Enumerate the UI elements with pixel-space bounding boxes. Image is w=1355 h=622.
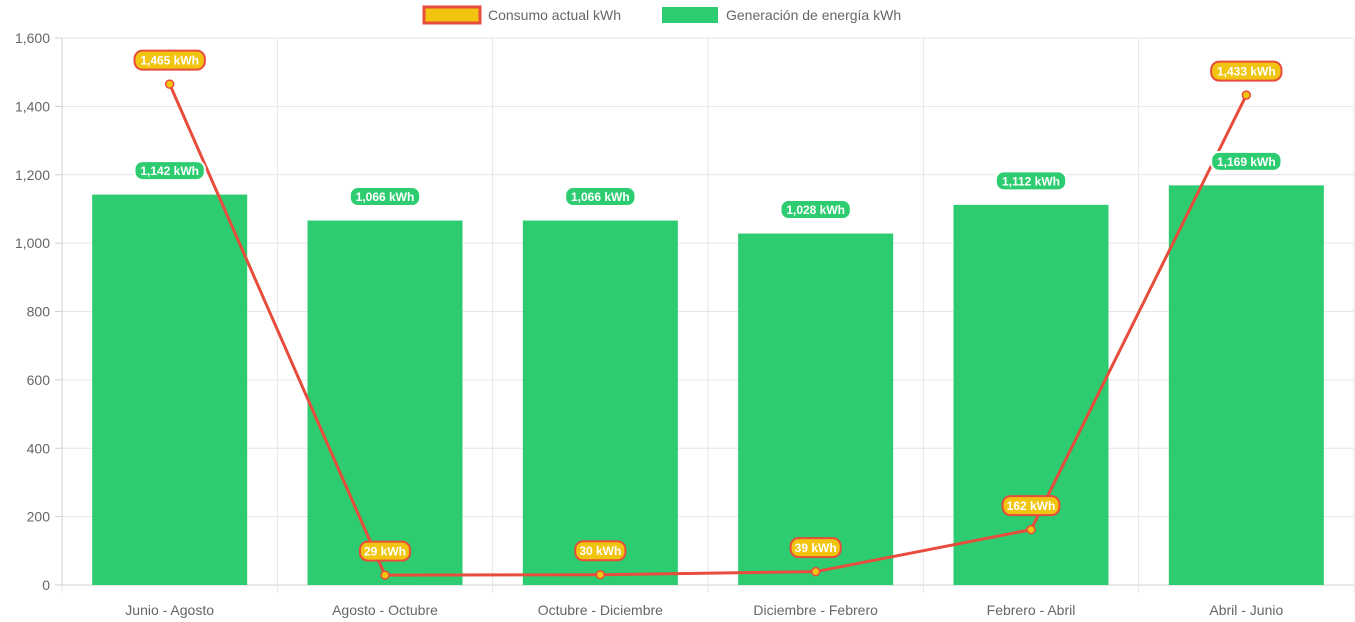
line-data-label-background (1210, 60, 1283, 82)
legend-swatch-generacion[interactable] (662, 7, 718, 23)
line-data-label-text: 39 kWh (795, 541, 837, 555)
line-point[interactable] (380, 570, 390, 580)
bar-data-label: 1,169 kWh (1210, 150, 1283, 172)
line-data-label-text: 1,433 kWh (1217, 65, 1276, 79)
line-data-label-background (133, 49, 206, 71)
grid (61, 37, 1355, 593)
line-data-label: 1,433 kWh (1210, 60, 1283, 82)
line-data-label-background (358, 540, 412, 562)
y-tick-label: 0 (42, 577, 50, 593)
bar-data-label: 1,028 kWh (779, 199, 852, 221)
x-tick-label: Agosto - Octubre (332, 602, 438, 618)
line-point[interactable] (164, 79, 175, 89)
legend[interactable]: Consumo actual kWh Generación de energía … (422, 5, 901, 25)
bar-data-label-text: 1,142 kWh (140, 164, 199, 178)
line-data-label-background (574, 540, 627, 562)
line-data-label-background (1001, 495, 1061, 517)
bar-data-label-background (564, 186, 637, 208)
line-data-label-text: 30 kWh (579, 544, 621, 558)
line-data-label-background (789, 537, 842, 559)
x-tick-label: Octubre - Diciembre (538, 602, 663, 618)
series-line (168, 83, 1248, 577)
line-data-label: 39 kWh (789, 537, 842, 559)
y-tick-label: 200 (27, 509, 51, 525)
y-tick-label: 1,600 (15, 30, 50, 46)
bar[interactable] (953, 204, 1109, 585)
line-data-label: 29 kWh (358, 540, 412, 562)
bar-data-label-text: 1,028 kWh (786, 203, 845, 217)
legend-swatch-consumo[interactable] (422, 5, 482, 25)
y-tick-label: 1,000 (15, 235, 50, 251)
bar[interactable] (1168, 185, 1324, 585)
legend-label-consumo[interactable]: Consumo actual kWh (488, 7, 621, 23)
x-tick-label: Abril - Junio (1209, 602, 1283, 618)
bar-data-label-background (994, 170, 1068, 192)
y-tick-label: 1,200 (15, 167, 50, 183)
line-data-label: 1,465 kWh (133, 49, 206, 71)
y-tick-label: 600 (27, 372, 51, 388)
data-labels: 1,142 kWh 1,066 kWh 1,066 kWh 1,028 kWh 1,11… (133, 49, 1283, 562)
line-series-consumo (164, 79, 1252, 580)
line-data-label-text: 1,465 kWh (140, 54, 199, 68)
line-point[interactable] (595, 569, 606, 580)
bar-data-label-text: 1,066 kWh (356, 190, 415, 204)
line-point[interactable] (1241, 90, 1252, 100)
bar-data-label-text: 1,169 kWh (1217, 155, 1276, 169)
bar[interactable] (522, 220, 678, 585)
bar-series-generacion (92, 185, 1324, 586)
bar-data-label-text: 1,066 kWh (571, 190, 630, 204)
bar-data-label-background (1210, 150, 1283, 172)
line-data-label-text: 29 kWh (364, 545, 406, 559)
bar[interactable] (307, 220, 463, 585)
legend-label-generacion[interactable]: Generación de energía kWh (726, 7, 901, 23)
bar-data-label: 1,112 kWh (994, 170, 1068, 192)
y-tick-label: 1,400 (15, 98, 50, 114)
line-data-label: 30 kWh (574, 540, 627, 562)
line-point[interactable] (1026, 524, 1036, 535)
bar[interactable] (738, 233, 894, 586)
y-tick-label: 400 (27, 440, 51, 456)
y-tick-label: 800 (27, 304, 51, 320)
line-point[interactable] (810, 566, 821, 577)
x-tick-label: Febrero - Abril (987, 602, 1076, 618)
x-tick-label: Diciembre - Febrero (753, 602, 878, 618)
bar[interactable] (92, 194, 248, 586)
x-tick-label: Junio - Agosto (125, 602, 214, 618)
bar-data-label-background (348, 186, 422, 208)
line-data-label-text: 162 kWh (1007, 499, 1056, 513)
axes: 0 200 400 600 800 1,000 1,200 1,400 1,600 Junio -… (15, 30, 1284, 618)
bar-data-label-background (779, 199, 852, 221)
bar-data-label: 1,066 kWh (564, 186, 637, 208)
bar-data-label-background (133, 160, 206, 182)
bar-data-label: 1,066 kWh (348, 186, 422, 208)
line-data-label: 162 kWh (1001, 495, 1061, 517)
bar-data-label-text: 1,112 kWh (1002, 174, 1060, 188)
bar-data-label: 1,142 kWh (133, 160, 206, 182)
